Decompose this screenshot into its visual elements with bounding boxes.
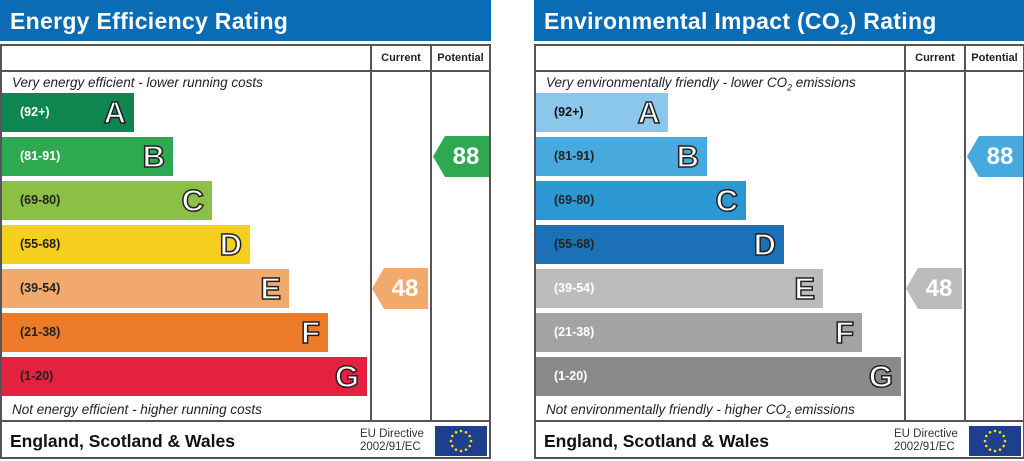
band-letter: A <box>637 94 661 131</box>
text-part: Not environmentally friendly - higher CO <box>546 402 787 417</box>
band-b: (81-91) B <box>2 137 173 176</box>
region-label: England, Scotland & Wales <box>544 431 769 451</box>
band-f: (21-38) F <box>2 313 328 352</box>
band-letter: D <box>753 226 777 263</box>
band-letter: B <box>142 138 166 175</box>
band-letter: F <box>300 314 320 351</box>
band-range: (39-54) <box>20 281 61 295</box>
panel-title: Environmental Impact (CO2) Rating <box>534 0 1024 41</box>
band-d: (55-68) D <box>2 225 250 264</box>
band-g: (1-20) G <box>536 357 901 396</box>
current-column-header: Current <box>915 52 955 64</box>
band-d: (55-68) D <box>536 225 784 264</box>
band-letter: G <box>334 358 360 395</box>
eu-flag-icon <box>435 426 487 456</box>
band-letter: B <box>676 138 700 175</box>
eu-directive: EU Directive 2002/91/EC <box>360 428 424 454</box>
potential-rating-arrow: 88 <box>967 136 1023 177</box>
band-range: (39-54) <box>554 281 595 295</box>
band-c: (69-80) C <box>2 181 212 220</box>
footer-divider <box>2 420 489 422</box>
energy-rating-panel: Energy Efficiency Rating Current Potential… <box>0 0 491 460</box>
band-range: (55-68) <box>20 237 61 251</box>
text-part: ) Rating <box>848 8 937 34</box>
bottom-description: Not energy efficient - higher running co… <box>12 402 262 420</box>
footer-divider <box>536 420 1023 422</box>
text-part: emissions <box>791 75 856 90</box>
band-letter: G <box>868 358 894 395</box>
band-range: (92+) <box>20 105 50 119</box>
current-rating-arrow: 48 <box>372 268 428 309</box>
band-g: (1-20) G <box>2 357 367 396</box>
text-part: Not energy efficient - higher running co… <box>12 402 262 417</box>
text-part: Very energy efficient - lower running co… <box>12 75 263 90</box>
text-part: emissions <box>791 402 855 417</box>
current-column-header: Current <box>381 52 421 64</box>
band-e: (39-54) E <box>2 269 289 308</box>
band-letter: E <box>260 270 282 307</box>
band-letter: F <box>834 314 854 351</box>
column-divider <box>964 46 966 422</box>
band-f: (21-38) F <box>536 313 862 352</box>
band-letter: D <box>219 226 243 263</box>
band-range: (81-91) <box>20 149 61 163</box>
potential-column-header: Potential <box>437 52 484 64</box>
band-letter: C <box>715 182 739 219</box>
eu-flag-icon <box>969 426 1021 456</box>
subscript: 2 <box>786 409 791 420</box>
band-range: (1-20) <box>554 369 588 383</box>
eu-directive-line1: EU Directive <box>894 428 958 440</box>
text-part: Very environmentally friendly - lower CO <box>546 75 788 90</box>
text-part: Energy Efficiency Rating <box>10 8 289 34</box>
subscript: 2 <box>840 21 849 39</box>
rating-table: Current Potential Very environmentally fri… <box>534 44 1024 459</box>
current-rating-arrow: 48 <box>906 268 962 309</box>
band-range: (21-38) <box>554 325 595 339</box>
bottom-description: Not environmentally friendly - higher CO… <box>546 402 855 420</box>
band-a: (92+) A <box>2 93 134 132</box>
band-a: (92+) A <box>536 93 668 132</box>
band-c: (69-80) C <box>536 181 746 220</box>
band-range: (21-38) <box>20 325 61 339</box>
band-e: (39-54) E <box>536 269 823 308</box>
band-range: (69-80) <box>554 193 595 207</box>
band-letter: E <box>794 270 816 307</box>
column-divider <box>430 46 432 422</box>
panel-title: Energy Efficiency Rating <box>0 0 491 41</box>
band-range: (69-80) <box>20 193 61 207</box>
band-range: (81-91) <box>554 149 595 163</box>
top-description: Very environmentally friendly - lower CO… <box>546 75 856 93</box>
band-letter: A <box>103 94 127 131</box>
eu-directive-line2: 2002/91/EC <box>360 441 421 453</box>
band-range: (1-20) <box>20 369 54 383</box>
top-description: Very energy efficient - lower running co… <box>12 75 263 93</box>
row-divider <box>536 70 1023 72</box>
eu-directive-line2: 2002/91/EC <box>894 441 955 453</box>
band-range: (55-68) <box>554 237 595 251</box>
eu-directive: EU Directive 2002/91/EC <box>894 428 958 454</box>
region-label: England, Scotland & Wales <box>10 431 235 451</box>
potential-rating-arrow: 88 <box>433 136 489 177</box>
band-range: (92+) <box>554 105 584 119</box>
environmental-rating-panel: Environmental Impact (CO2) Rating Current… <box>534 0 1024 460</box>
band-b: (81-91) B <box>536 137 707 176</box>
column-divider <box>370 46 372 422</box>
column-divider <box>904 46 906 422</box>
band-letter: C <box>181 182 205 219</box>
subscript: 2 <box>787 82 792 93</box>
text-part: Environmental Impact (CO <box>544 8 841 34</box>
row-divider <box>2 70 489 72</box>
potential-column-header: Potential <box>971 52 1018 64</box>
rating-table: Current Potential Very energy efficient - … <box>0 44 491 459</box>
eu-directive-line1: EU Directive <box>360 428 424 440</box>
